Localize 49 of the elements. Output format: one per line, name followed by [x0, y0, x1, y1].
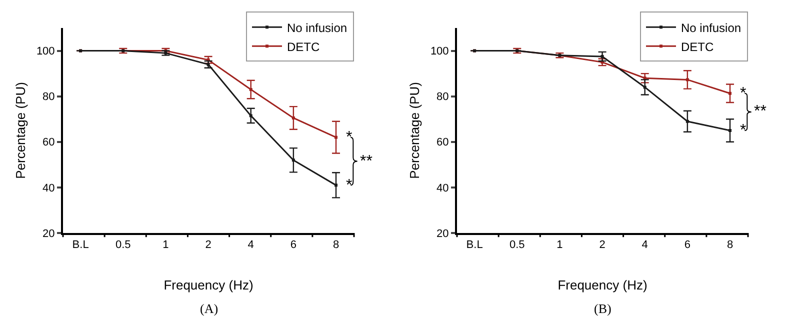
x-tick-label: 1 — [556, 239, 563, 252]
x-tick-label: 2 — [599, 239, 606, 252]
x-tick-label: 0.5 — [115, 239, 131, 252]
y-tick-label: 40 — [42, 182, 55, 194]
legend-label: No infusion — [287, 20, 348, 35]
y-axis-title: Percentage (PU) — [12, 82, 28, 179]
point — [164, 52, 168, 55]
x-tick-label: 1 — [162, 239, 169, 252]
legend-label: DETC — [681, 40, 714, 54]
x-tick-label: 4 — [642, 239, 648, 252]
point — [292, 116, 295, 120]
y-tick-label: 80 — [42, 91, 55, 104]
x-axis-title: Frequency (Hz) — [558, 277, 648, 292]
y-tick-label: 60 — [42, 136, 55, 149]
x-tick-label: 6 — [290, 239, 296, 252]
x-tick-label: 8 — [726, 239, 734, 252]
point — [686, 120, 689, 123]
x-axis-title: Frequency (Hz) — [164, 277, 254, 292]
text: (A) — [200, 301, 218, 316]
point — [334, 184, 338, 187]
y-tick-label: 80 — [436, 91, 449, 104]
y-tick-label: 60 — [436, 136, 449, 149]
y-tick-label: 40 — [436, 182, 449, 194]
text: (B) — [594, 301, 612, 316]
annotation: * — [740, 122, 746, 139]
legend-label: DETC — [287, 40, 320, 54]
point — [249, 114, 252, 118]
y-tick-label: 20 — [42, 228, 55, 240]
x-tick-label: 0.5 — [509, 239, 525, 252]
point — [643, 86, 646, 89]
y-tick-label: 20 — [436, 228, 449, 240]
point — [292, 158, 295, 162]
legend-label: No infusion — [681, 20, 742, 35]
text: ** — [754, 103, 766, 120]
x-tick-label: B.L — [466, 239, 483, 252]
x-tick-label: B.L — [72, 239, 89, 252]
x-tick-label: 6 — [684, 239, 690, 252]
point — [249, 88, 252, 91]
x-tick-label: 4 — [248, 239, 254, 252]
y-tick-label: 100 — [430, 46, 449, 58]
annotation: * — [346, 129, 352, 146]
annotation: * — [346, 177, 352, 194]
x-tick-label: 2 — [205, 239, 212, 252]
x-tick-label: 8 — [332, 239, 340, 252]
point — [334, 136, 338, 139]
y-axis-title: Percentage (PU) — [406, 82, 422, 179]
annotation: * — [740, 85, 746, 102]
y-tick-label: 100 — [36, 46, 55, 58]
text: ** — [360, 153, 372, 170]
